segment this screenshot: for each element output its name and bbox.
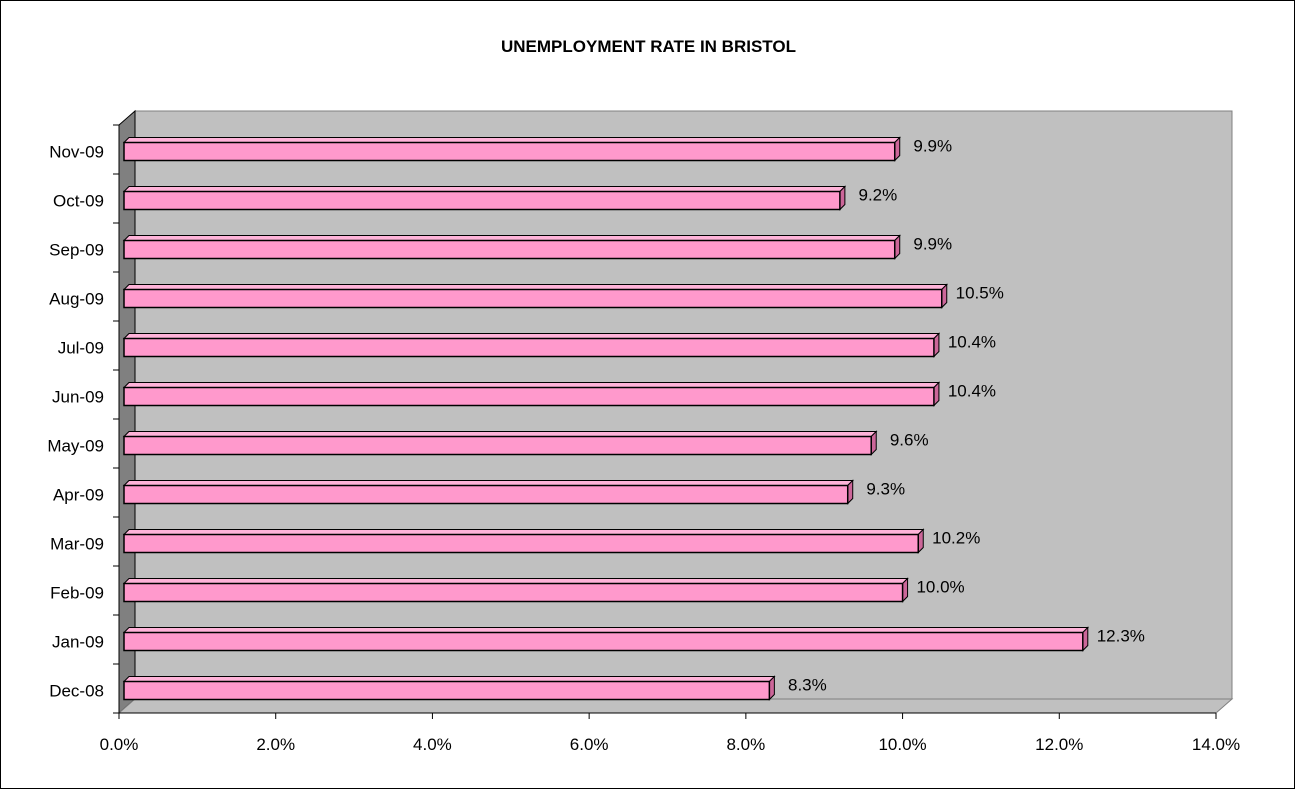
bar-front: [123, 288, 943, 309]
category-label: Nov-09: [49, 143, 104, 162]
data-label: 9.6%: [890, 431, 929, 450]
category-label: Dec-08: [49, 682, 104, 701]
x-tick-label: 2.0%: [256, 735, 295, 754]
labels: 0.0% 2.0% 4.0% 6.0% 8.0% 10.0% 12.0% 14.0% Nov-0…: [47, 137, 1240, 755]
bar-front: [123, 484, 849, 505]
bar: [122, 381, 941, 407]
x-tick-label: 14.0%: [1192, 735, 1240, 754]
bar-front: [123, 386, 935, 407]
data-label: 10.4%: [948, 382, 996, 401]
bar-front: [123, 239, 896, 260]
bar: [122, 185, 847, 211]
category-label: Jul-09: [58, 339, 104, 358]
category-label: Aug-09: [49, 290, 104, 309]
x-tick-label: 12.0%: [1035, 735, 1083, 754]
category-label: Apr-09: [53, 486, 104, 505]
data-label: 9.2%: [859, 186, 898, 205]
x-tick-label: 0.0%: [100, 735, 139, 754]
data-label: 9.9%: [913, 235, 952, 254]
data-label: 12.3%: [1097, 627, 1145, 646]
bar-front: [123, 631, 1084, 652]
x-tick-label: 6.0%: [570, 735, 609, 754]
bar-front: [123, 680, 771, 701]
x-tick-label: 4.0%: [413, 735, 452, 754]
x-tick-label: 10.0%: [878, 735, 926, 754]
bar: [122, 528, 925, 554]
bar: [122, 577, 909, 603]
data-label: 10.0%: [916, 578, 964, 597]
bar: [122, 430, 878, 456]
data-label: 8.3%: [788, 676, 827, 695]
axes: [113, 124, 1217, 719]
data-label: 10.4%: [948, 333, 996, 352]
bar-front: [123, 337, 935, 358]
bars: [122, 136, 1089, 701]
x-tick-label: 8.0%: [726, 735, 765, 754]
category-label: Feb-09: [50, 584, 104, 603]
bar: [122, 332, 941, 358]
bar: [122, 626, 1089, 652]
category-label: Mar-09: [50, 535, 104, 554]
bar-front: [123, 435, 872, 456]
category-label: Oct-09: [53, 192, 104, 211]
bar-front: [123, 533, 919, 554]
bar: [122, 234, 901, 260]
bar: [122, 136, 901, 162]
bar: [122, 283, 948, 309]
category-label: Sep-09: [49, 241, 104, 260]
bar: [122, 675, 776, 701]
data-label: 10.5%: [956, 284, 1004, 303]
bar-front: [123, 141, 896, 162]
bar-front: [123, 190, 841, 211]
data-label: 9.9%: [913, 137, 952, 156]
floor: [117, 698, 1234, 714]
category-label: Jan-09: [52, 633, 104, 652]
category-label: May-09: [47, 437, 104, 456]
category-label: Jun-09: [52, 388, 104, 407]
chart-title: UNEMPLOYMENT RATE IN BRISTOL: [501, 37, 796, 56]
data-label: 10.2%: [932, 529, 980, 548]
bar: [122, 479, 854, 505]
bar-front: [123, 582, 904, 603]
data-label: 9.3%: [866, 480, 905, 499]
